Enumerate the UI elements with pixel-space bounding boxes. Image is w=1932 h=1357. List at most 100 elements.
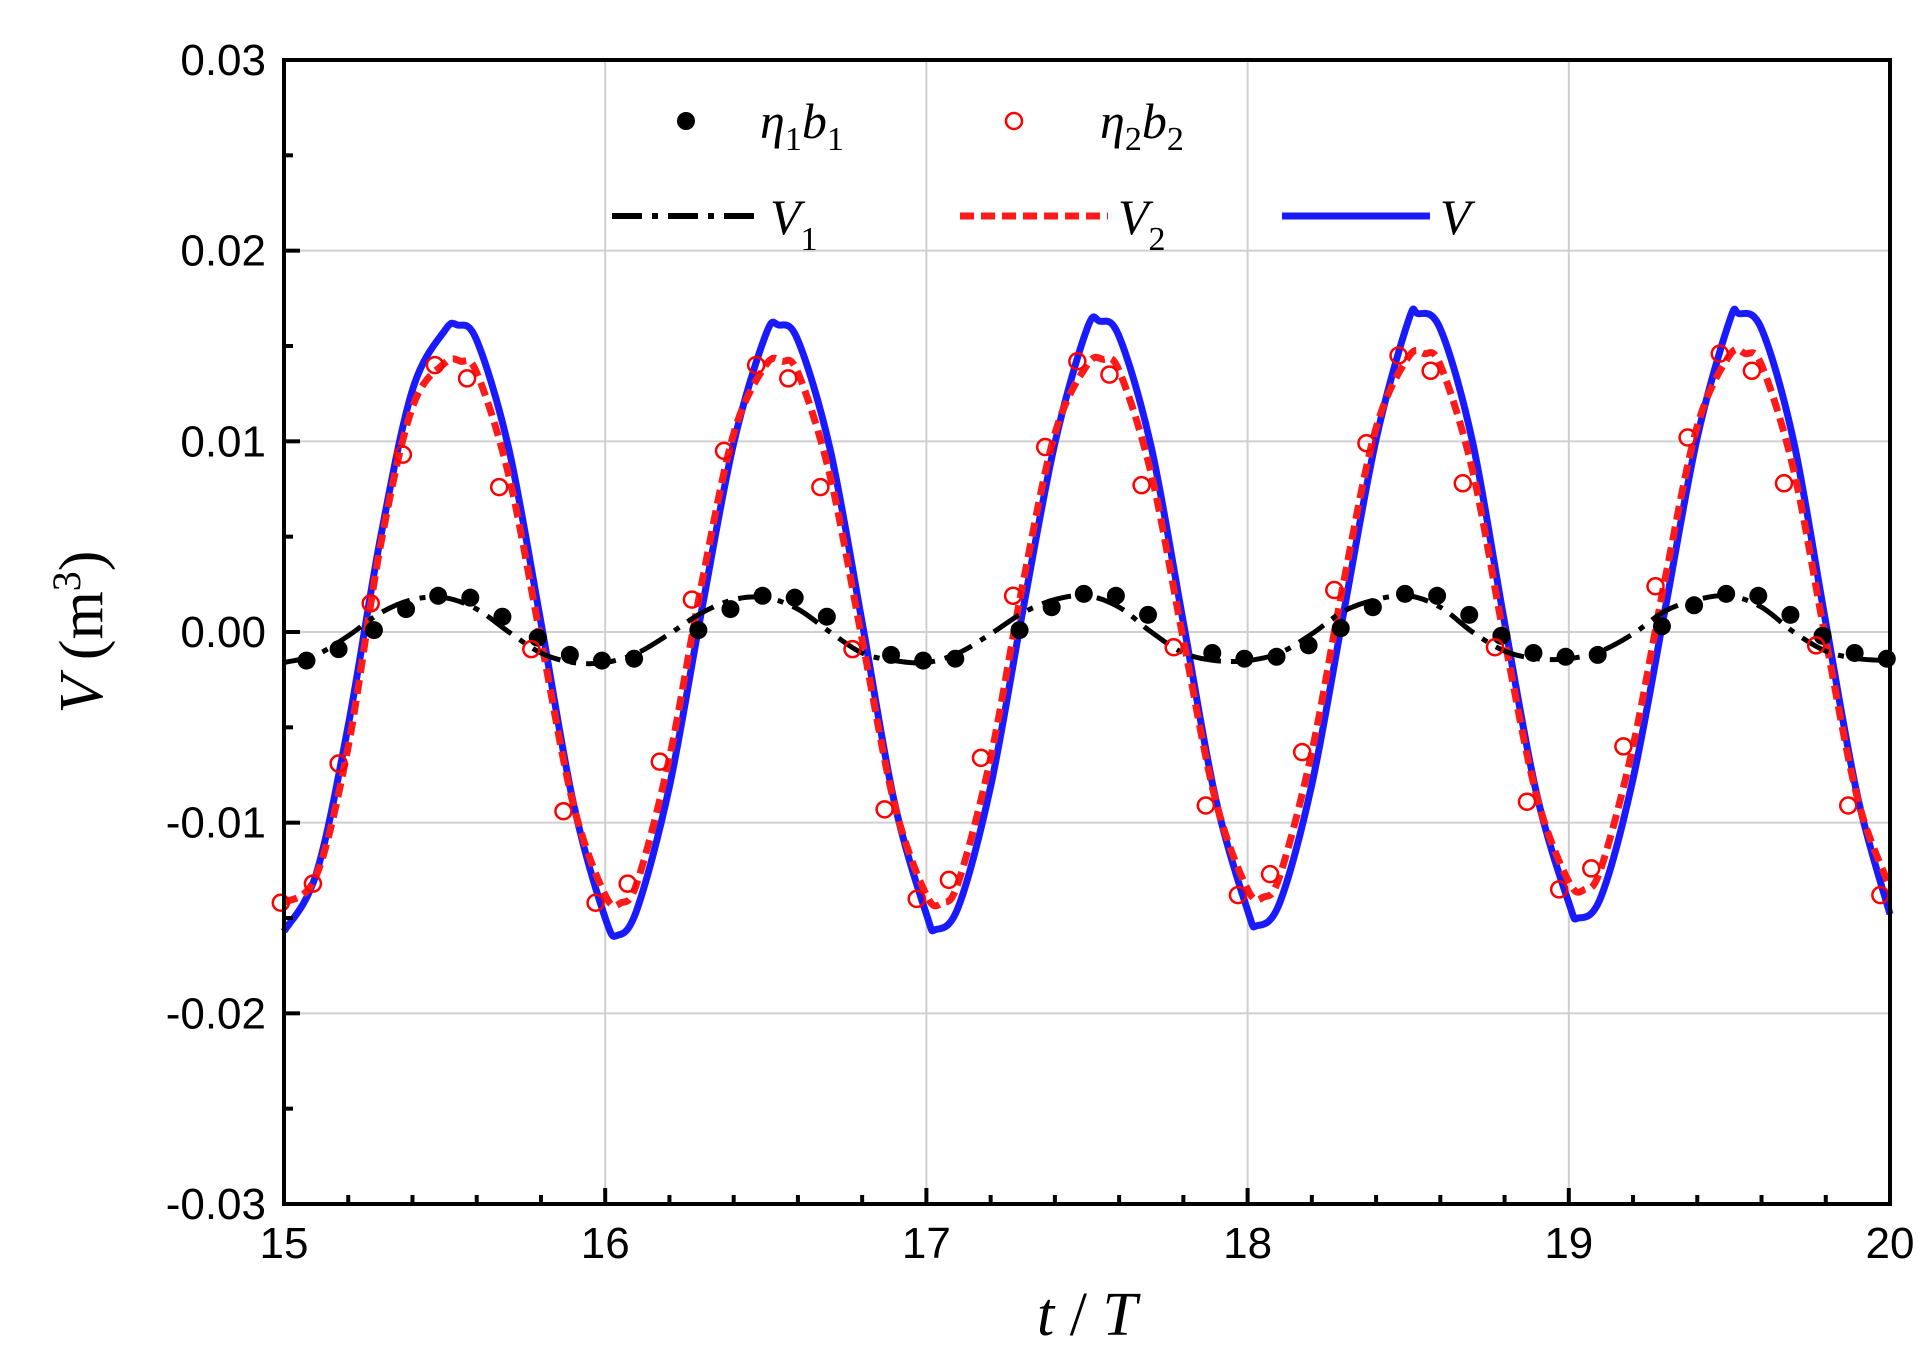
point-eta2b2 xyxy=(303,874,323,893)
x-tick-label-3: 18 xyxy=(1223,1219,1272,1268)
point-eta2b2 xyxy=(1357,433,1376,453)
point-eta1b1 xyxy=(753,586,772,605)
point-eta2b2 xyxy=(1549,880,1569,899)
point-eta2b2 xyxy=(714,441,734,461)
y-axis-title: V (m3) xyxy=(44,551,117,714)
x-tick-label-0: 15 xyxy=(260,1219,309,1268)
x-tick-label-1: 16 xyxy=(581,1219,630,1268)
point-eta2b2 xyxy=(1164,638,1183,657)
y-tick-label-1: -0.02 xyxy=(166,989,266,1038)
point-eta2b2 xyxy=(1646,576,1665,596)
point-eta1b1 xyxy=(1235,649,1254,668)
point-eta1b1 xyxy=(1877,649,1896,668)
point-eta2b2 xyxy=(1806,636,1826,655)
point-eta2b2 xyxy=(393,445,413,464)
point-eta2b2 xyxy=(1838,796,1858,815)
point-eta2b2 xyxy=(1485,638,1505,657)
point-eta2b2 xyxy=(1100,365,1119,384)
point-eta1b1 xyxy=(1106,586,1125,605)
legend-label-v1: V1 xyxy=(770,189,818,258)
point-eta2b2 xyxy=(746,355,766,375)
x-tick-label-4: 19 xyxy=(1544,1219,1593,1268)
legend-symbol-eta2b2 xyxy=(1004,111,1024,131)
point-eta1b1 xyxy=(1010,621,1029,640)
point-eta2b2 xyxy=(554,801,573,821)
point-eta2b2 xyxy=(489,477,509,497)
point-eta2b2 xyxy=(939,870,959,890)
point-eta2b2 xyxy=(1517,792,1537,811)
grid-lines xyxy=(284,60,1890,1204)
point-eta1b1 xyxy=(1524,643,1543,662)
point-eta1b1 xyxy=(1845,643,1864,662)
point-eta2b2 xyxy=(811,477,830,497)
point-eta1b1 xyxy=(493,607,512,626)
point-eta2b2 xyxy=(425,355,445,375)
point-eta2b2 xyxy=(1614,737,1633,756)
point-eta1b1 xyxy=(1042,598,1061,617)
point-eta2b2 xyxy=(1742,361,1762,381)
point-eta1b1 xyxy=(817,607,836,626)
point-eta2b2 xyxy=(875,800,894,819)
x-tick-label-5: 20 xyxy=(1866,1219,1915,1268)
point-eta1b1 xyxy=(1331,619,1350,638)
point-eta1b1 xyxy=(689,621,708,640)
point-eta2b2 xyxy=(779,369,798,388)
point-eta2b2 xyxy=(1260,864,1280,884)
tick-labels: 15 16 17 18 19 20 -0.03 -0.02 -0.01 0.00 0.01 0.02 0… xyxy=(166,36,1915,1268)
y-tick-label-0: -0.03 xyxy=(166,1180,266,1229)
y-tick-label-6: 0.03 xyxy=(180,36,266,85)
point-eta1b1 xyxy=(1299,636,1318,655)
point-eta2b2 xyxy=(271,893,291,912)
point-eta1b1 xyxy=(785,588,804,607)
point-eta1b1 xyxy=(1813,626,1832,645)
point-eta2b2 xyxy=(843,639,862,659)
point-eta2b2 xyxy=(457,369,477,388)
point-eta1b1 xyxy=(1588,645,1607,664)
point-eta2b2 xyxy=(1292,742,1312,762)
point-eta1b1 xyxy=(1203,643,1222,662)
point-eta2b2 xyxy=(1710,344,1730,363)
legend-label-eta1b1: η1b1 xyxy=(760,93,844,158)
point-eta2b2 xyxy=(1068,352,1087,371)
point-eta2b2 xyxy=(618,874,637,893)
point-eta2b2 xyxy=(650,752,670,771)
point-eta2b2 xyxy=(1035,437,1055,457)
series-line-V xyxy=(280,305,1894,940)
legend: η1b1 η2b2 V1 V2 V xyxy=(612,93,1476,258)
point-eta2b2 xyxy=(682,590,702,609)
point-eta2b2 xyxy=(1453,474,1473,493)
point-eta2b2 xyxy=(1132,475,1151,495)
point-eta1b1 xyxy=(329,640,348,659)
point-eta2b2 xyxy=(1678,428,1697,447)
point-eta2b2 xyxy=(522,639,541,659)
legend-label-v2: V2 xyxy=(1118,189,1166,258)
point-eta2b2 xyxy=(1228,885,1248,905)
point-eta1b1 xyxy=(1428,586,1447,605)
point-eta1b1 xyxy=(461,588,480,607)
point-eta2b2 xyxy=(1389,346,1408,365)
point-eta2b2 xyxy=(971,748,991,768)
point-eta2b2 xyxy=(586,893,605,912)
y-tick-label-3: 0.00 xyxy=(180,608,266,657)
point-eta2b2 xyxy=(329,754,348,773)
point-eta1b1 xyxy=(1717,584,1736,603)
axis-ticks xyxy=(282,58,1892,1206)
point-eta1b1 xyxy=(560,645,579,664)
series-line-V2 xyxy=(281,345,1894,910)
y-tick-label-4: 0.01 xyxy=(180,417,266,466)
point-eta1b1 xyxy=(297,651,316,670)
point-eta1b1 xyxy=(1685,596,1704,615)
point-eta1b1 xyxy=(1652,617,1671,636)
point-eta2b2 xyxy=(1582,859,1601,878)
legend-label-v: V xyxy=(1440,189,1476,245)
point-eta1b1 xyxy=(1556,647,1575,666)
point-eta2b2 xyxy=(361,594,380,613)
point-eta1b1 xyxy=(625,649,644,668)
legend-symbol-eta1b1 xyxy=(677,112,695,130)
marker-layer xyxy=(271,344,1896,912)
point-eta2b2 xyxy=(1325,580,1344,600)
legend-label-eta2b2: η2b2 xyxy=(1100,93,1184,158)
point-eta1b1 xyxy=(1781,605,1800,624)
point-eta1b1 xyxy=(721,600,740,619)
